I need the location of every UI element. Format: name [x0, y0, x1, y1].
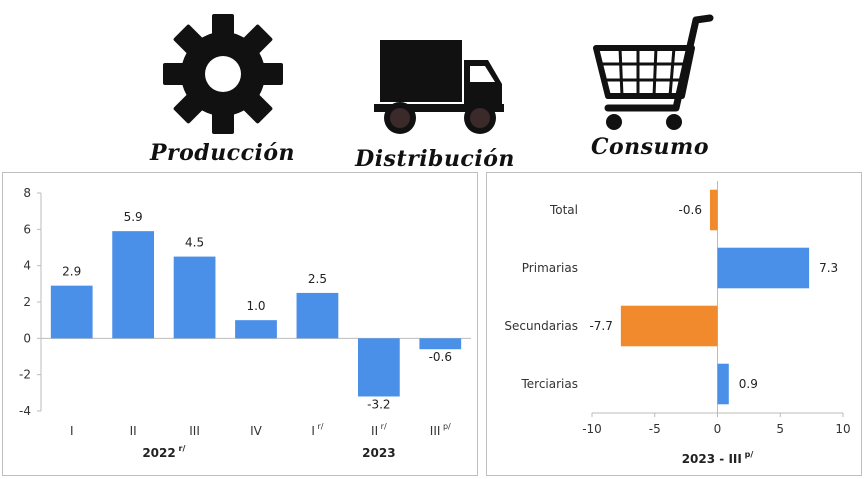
sector-bar-chart: -10 -5 0 5 10 Total -0.6 Primarias 7.3 Secundaria…: [504, 181, 851, 466]
bar: [173, 256, 216, 339]
x-tick-label: 5: [776, 422, 784, 436]
bar: [235, 320, 277, 339]
y-tick-label: -4: [19, 404, 31, 418]
bar: [620, 305, 718, 347]
x-group-label: 2022 r/: [142, 444, 185, 460]
data-label: -3.2: [367, 397, 390, 411]
bar: [296, 292, 339, 339]
data-label: 7.3: [819, 261, 838, 275]
category-label: Terciarias: [520, 377, 578, 391]
x-axis-title: 2023 - III p/: [682, 450, 754, 466]
distribucion-label: Distribución: [355, 146, 515, 172]
bar: [357, 338, 400, 397]
x-tick-label: 0: [714, 422, 722, 436]
y-tick-label: 0: [23, 331, 31, 345]
produccion-block: Producción: [150, 0, 295, 166]
bar: [717, 247, 810, 289]
consumo-block: Consumo: [575, 0, 725, 160]
bar: [419, 338, 462, 350]
x-tick-label: III p/: [430, 422, 451, 438]
x-tick-label: -10: [582, 422, 602, 436]
data-label: -7.7: [589, 319, 612, 333]
data-label: 2.9: [62, 265, 81, 279]
quarterly-chart-panel: -4 -2 0 2 4 6 8 2.9 I 5.9 II 4.5 III 1.0 IV 2.5 I r/ -3.2…: [2, 172, 478, 476]
x-tick-label: II r/: [371, 422, 387, 438]
x-tick-label: -5: [649, 422, 661, 436]
x-tick-label: I r/: [311, 422, 323, 438]
data-label: -0.6: [429, 350, 452, 364]
y-tick-label: 4: [23, 259, 31, 273]
data-label: 2.5: [308, 272, 327, 286]
y-tick-label: 2: [23, 295, 31, 309]
bar: [50, 285, 93, 339]
bar: [112, 231, 155, 339]
quarterly-bar-chart: -4 -2 0 2 4 6 8 2.9 I 5.9 II 4.5 III 1.0 IV 2.5 I r/ -3.2…: [19, 186, 471, 460]
truck-icon: [374, 40, 504, 134]
data-label: 1.0: [246, 299, 265, 313]
produccion-label: Producción: [150, 140, 296, 166]
x-tick-label: I: [70, 424, 74, 438]
category-label: Primarias: [522, 261, 578, 275]
category-label: Total: [549, 203, 578, 217]
data-label: 5.9: [124, 210, 143, 224]
sector-chart-panel: -10 -5 0 5 10 Total -0.6 Primarias 7.3 Secundaria…: [486, 172, 862, 476]
data-label: 4.5: [185, 236, 204, 250]
bar: [717, 363, 729, 405]
shopping-cart-icon: [593, 14, 714, 130]
y-tick-label: 6: [23, 222, 31, 236]
category-label: Secundarias: [504, 319, 578, 333]
distribucion-block: Distribución: [350, 0, 520, 172]
x-group-label: 2023: [362, 446, 395, 460]
data-label: -0.6: [679, 203, 702, 217]
consumo-label: Consumo: [590, 134, 709, 160]
gear-icon: [162, 14, 283, 134]
data-label: 0.9: [739, 377, 758, 391]
x-tick-label: 10: [835, 422, 850, 436]
y-tick-label: 8: [23, 186, 31, 200]
y-tick-label: -2: [19, 368, 31, 382]
x-tick-label: II: [130, 424, 137, 438]
x-tick-label: III: [189, 424, 200, 438]
bar: [709, 189, 718, 231]
x-tick-label: IV: [250, 424, 263, 438]
